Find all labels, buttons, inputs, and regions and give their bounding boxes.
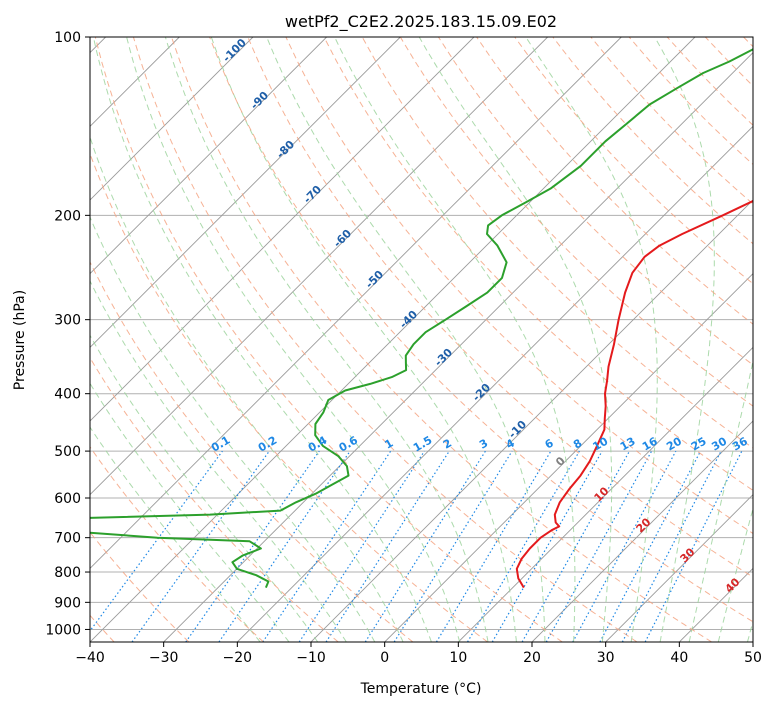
dry-adiabat-line <box>514 37 753 285</box>
isotherm-line <box>90 37 401 348</box>
dry-adiabat-line <box>90 356 339 642</box>
moist-adiabat-line <box>92 37 432 642</box>
mixing-ratio-line <box>435 450 552 642</box>
moist-adiabat-line <box>525 37 658 642</box>
isotherm-line <box>531 420 753 642</box>
y-tick-label: 900 <box>54 595 81 611</box>
plot-frame <box>89 36 754 643</box>
y-axis-title: Pressure (hPa) <box>12 290 28 390</box>
dewpoint-profile-line <box>90 48 753 588</box>
axis-ticks: −40 −30 −20 −10 0 10 20 30 40 50 100 200 300 400 500 60… <box>45 30 762 666</box>
mixing-ratio-line <box>572 450 677 642</box>
moist-adiabat-line <box>90 382 290 642</box>
temperature-profile-line <box>515 199 753 589</box>
dry-adiabat-lines <box>90 37 753 642</box>
moist-adiabat-line <box>90 215 376 642</box>
x-tick-label: 50 <box>744 650 762 666</box>
dry-adiabat-line <box>247 37 753 578</box>
x-tick-label: 30 <box>597 650 615 666</box>
mixing-ratio-line <box>521 450 631 642</box>
mixing-ratio-line <box>545 450 653 642</box>
moist-adiabat-line <box>418 37 613 642</box>
y-tick-label: 100 <box>54 30 81 46</box>
dry-adiabat-line <box>132 37 638 642</box>
x-tick-label: 10 <box>449 650 467 666</box>
isotherm-line <box>384 273 753 642</box>
isotherm-line <box>90 37 475 422</box>
isotherm-line <box>605 494 753 642</box>
y-tick-label: 400 <box>54 387 81 403</box>
moist-adiabat-line <box>90 334 319 642</box>
isotherm-line <box>90 37 622 569</box>
y-tick-label: 1000 <box>45 622 81 638</box>
x-axis-title: Temperature (°C) <box>360 681 482 697</box>
y-tick-label: 300 <box>54 313 81 329</box>
dry-adiabat-line <box>90 260 414 642</box>
x-tick-label: 0 <box>380 650 389 666</box>
mixing-ratio-line <box>364 450 486 642</box>
grid-layer <box>90 37 753 642</box>
y-tick-label: 700 <box>54 531 81 547</box>
moist-adiabat-line <box>90 426 261 642</box>
moist-adiabat-line <box>126 37 461 642</box>
mixing-ratio-line <box>466 450 580 642</box>
x-tick-label: 20 <box>523 650 541 666</box>
isotherm-line <box>458 346 753 642</box>
x-tick-label: −30 <box>149 650 179 666</box>
moist-adiabat-line <box>210 37 517 642</box>
y-tick-label: 200 <box>54 208 81 224</box>
moist-adiabat-line <box>688 358 753 642</box>
isotherm-line <box>90 37 327 275</box>
moist-adiabat-line <box>90 135 404 642</box>
x-tick-label: 40 <box>670 650 688 666</box>
profile-series <box>90 48 753 589</box>
dry-adiabat-line <box>94 37 563 642</box>
moist-adiabat-line <box>266 37 546 642</box>
isotherm-line <box>90 37 254 201</box>
dry-adiabat-line <box>209 37 753 623</box>
mixing-ratio-line <box>218 450 351 642</box>
moist-adiabat-line <box>717 506 753 642</box>
x-tick-label: −20 <box>223 650 253 666</box>
dry-adiabat-line <box>90 446 264 642</box>
isotherm-line <box>237 125 753 642</box>
mixing-ratio-line <box>491 450 603 642</box>
y-tick-label: 800 <box>54 565 81 581</box>
y-tick-label: 600 <box>54 491 81 507</box>
moist-adiabat-line <box>654 37 715 642</box>
isotherm-line <box>90 37 696 642</box>
y-tick-label: 500 <box>54 444 81 460</box>
mixing-ratio-line <box>185 450 320 642</box>
isotherm-line <box>163 52 753 642</box>
dry-adiabat-line <box>323 37 753 491</box>
x-tick-label: −40 <box>75 650 105 666</box>
isotherm-line <box>90 37 548 496</box>
x-tick-label: −10 <box>296 650 326 666</box>
dry-adiabat-line <box>476 37 753 325</box>
mixing-ratio-line <box>393 450 513 642</box>
chart-title: wetPf2_C2E2.2025.183.15.09.E02 <box>285 12 557 32</box>
dry-adiabat-line <box>285 37 753 535</box>
dry-adiabat-line <box>171 37 712 642</box>
